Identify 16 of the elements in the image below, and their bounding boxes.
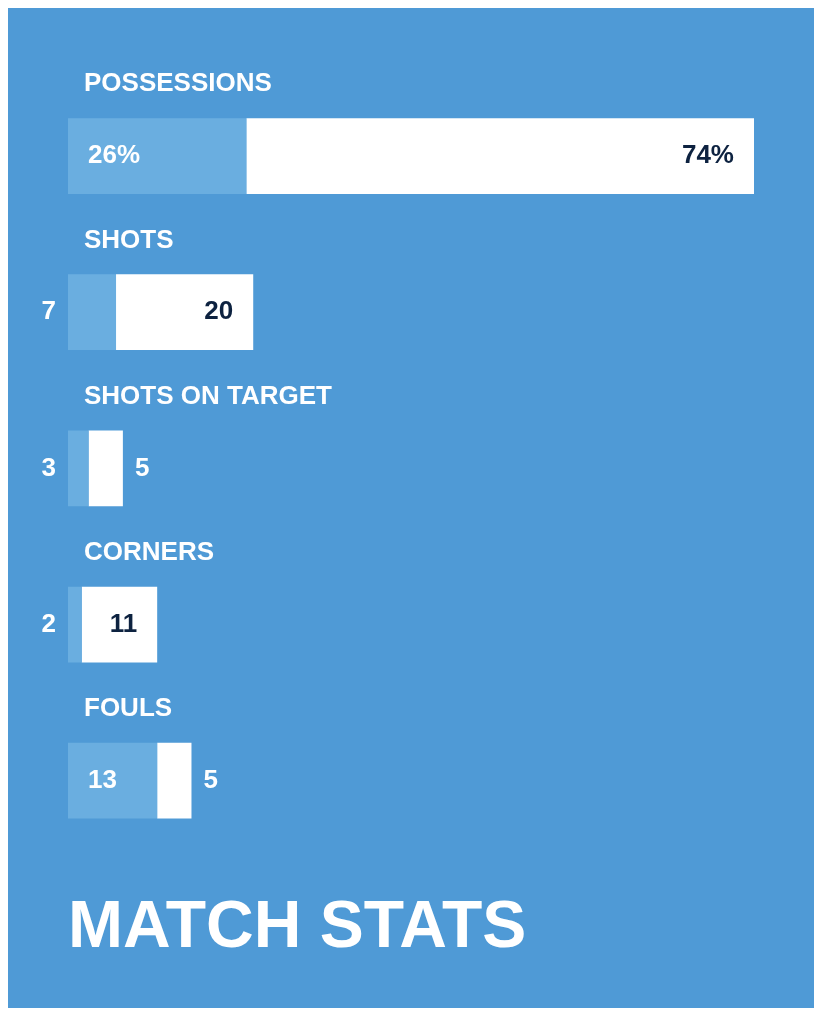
data-label: 13 <box>88 763 117 794</box>
data-label: 26% <box>88 139 141 170</box>
data-label: 74% <box>681 139 734 170</box>
data-label: 11 <box>109 607 138 638</box>
data-label: 2 <box>41 607 56 638</box>
text: MATCH STATS <box>68 886 527 961</box>
y-tick-label: POSSESSIONS <box>84 67 272 98</box>
y-tick-label: CORNERS <box>84 535 215 566</box>
data-label: 20 <box>204 295 234 326</box>
data-label: 5 <box>134 451 150 482</box>
data-label: 5 <box>203 763 218 794</box>
y-tick-label: SHOTS ON TARGET <box>84 379 333 410</box>
y-tick-label: SHOTS <box>84 223 174 254</box>
y-tick-label: FOULS <box>84 692 173 723</box>
data-label: 7 <box>41 295 56 326</box>
data-label: 3 <box>41 451 56 482</box>
